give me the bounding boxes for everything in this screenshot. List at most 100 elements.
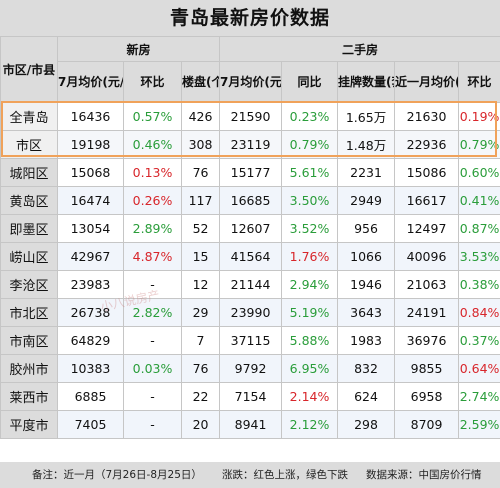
cell-sh-price: 16685 (219, 186, 283, 215)
cell-sh-listings: 956 (337, 214, 396, 243)
cell-sh-yoy: 3.50% (281, 186, 339, 215)
cell-sh-mom: 2.74% (458, 382, 500, 411)
cell-sh-listings: 1.65万 (337, 102, 396, 131)
cell-region-name: 李沧区 (0, 270, 58, 299)
cell-new-mom: 4.87% (123, 242, 182, 271)
cell-new-price: 15068 (57, 158, 124, 187)
cell-sh-listings: 1.48万 (337, 130, 396, 159)
cell-new-count: 117 (180, 186, 221, 215)
header-sh-mom: 环比 (458, 61, 500, 103)
table-row: 即墨区 13054 2.89% 52 12607 3.52% 956 12497 0.87% (0, 214, 500, 243)
table-row: 李沧区 23983-12 21144 2.94% 1946 21063 0.38% (0, 270, 500, 299)
cell-region-name: 崂山区 (0, 242, 58, 271)
cell-new-mom: - (123, 410, 182, 439)
price-table: 市区/市县 新房 二手房 7月均价(元/㎡) 环比 楼盘(个) 7月均价(元/㎡… (0, 36, 500, 439)
table-row: 市区 19198 0.46% 308 23119 0.79% 1.48万 22936 0.79% (0, 130, 500, 159)
cell-new-price: 10383 (57, 354, 124, 383)
table-row: 市北区 26738 2.82% 29 23990 5.19% 3643 24191 0.84% (0, 298, 500, 327)
cell-sh-listings: 3643 (337, 298, 396, 327)
cell-new-count: 20 (180, 410, 221, 439)
header-second-hand: 二手房 (219, 36, 500, 62)
cell-sh-listings: 624 (337, 382, 396, 411)
cell-region-name: 黄岛区 (0, 186, 58, 215)
cell-sh-yoy: 5.61% (281, 158, 339, 187)
cell-sh-listings: 298 (337, 410, 396, 439)
cell-new-count: 29 (180, 298, 221, 327)
cell-sh-yoy: 5.19% (281, 298, 339, 327)
cell-sh-price: 23119 (219, 130, 283, 159)
header-new-house: 新房 (56, 36, 221, 62)
header-sh-yoy: 同比 (281, 61, 339, 103)
cell-sh-recent: 16617 (394, 186, 460, 215)
cell-new-price: 16474 (57, 186, 124, 215)
cell-sh-price: 23990 (219, 298, 283, 327)
cell-sh-listings: 1983 (337, 326, 396, 355)
cell-new-mom: - (123, 382, 182, 411)
cell-sh-mom: 0.87% (458, 214, 500, 243)
cell-region-name: 城阳区 (0, 158, 58, 187)
cell-new-price: 26738 (57, 298, 124, 327)
cell-sh-yoy: 0.79% (281, 130, 339, 159)
cell-new-price: 6885 (57, 382, 124, 411)
cell-new-mom: - (123, 326, 182, 355)
cell-sh-listings: 1066 (337, 242, 396, 271)
table-row: 城阳区 15068 0.13% 76 15177 5.61% 2231 15086 0.60% (0, 158, 500, 187)
table-row: 全青岛 16436 0.57% 426 21590 0.23% 1.65万 21630 0.19… (0, 102, 500, 131)
cell-sh-recent: 21063 (394, 270, 460, 299)
cell-sh-price: 41564 (219, 242, 283, 271)
cell-sh-recent: 40096 (394, 242, 460, 271)
header-sh-price: 7月均价(元/㎡) (219, 61, 283, 103)
cell-sh-mom: 0.60% (458, 158, 500, 187)
header-sh-listings: 挂牌数量(套) (337, 61, 396, 103)
cell-sh-yoy: 2.94% (281, 270, 339, 299)
cell-new-mom: 0.13% (123, 158, 182, 187)
header-row-groups: 市区/市县 新房 二手房 (0, 36, 500, 103)
header-new-mom: 环比 (123, 61, 182, 103)
cell-new-mom: 2.89% (123, 214, 182, 243)
cell-new-count: 12 (180, 270, 221, 299)
cell-sh-yoy: 6.95% (281, 354, 339, 383)
table-row: 莱西市 6885-22 7154 2.14% 624 6958 2.74% (0, 382, 500, 411)
cell-region-name: 胶州市 (0, 354, 58, 383)
cell-new-count: 76 (180, 158, 221, 187)
cell-sh-recent: 8709 (394, 410, 460, 439)
cell-sh-recent: 15086 (394, 158, 460, 187)
cell-region-name: 莱西市 (0, 382, 58, 411)
header-sh-recent: 近一月均价(元/㎡) (394, 61, 460, 103)
footer-source: 数据来源：中国房价行情 (366, 469, 482, 481)
cell-region-name: 市区 (0, 130, 58, 159)
cell-new-count: 7 (180, 326, 221, 355)
cell-new-mom: 0.46% (123, 130, 182, 159)
cell-new-count: 15 (180, 242, 221, 271)
header-row-columns: 7月均价(元/㎡) 环比 楼盘(个) 7月均价(元/㎡) 同比 挂牌数量(套) … (1, 61, 500, 103)
cell-sh-mom: 2.59% (458, 410, 500, 439)
table-row: 崂山区 42967 4.87% 15 41564 1.76% 1066 40096 3.53% (0, 242, 500, 271)
cell-sh-recent: 21630 (394, 102, 460, 131)
cell-sh-price: 7154 (219, 382, 283, 411)
cell-sh-mom: 3.53% (458, 242, 500, 271)
cell-sh-yoy: 0.23% (281, 102, 339, 131)
cell-new-count: 76 (180, 354, 221, 383)
cell-sh-mom: 0.64% (458, 354, 500, 383)
cell-new-count: 426 (180, 102, 221, 131)
cell-new-mom: 0.57% (123, 102, 182, 131)
cell-sh-mom: 0.84% (458, 298, 500, 327)
cell-new-mom: 0.03% (123, 354, 182, 383)
cell-new-mom: 0.26% (123, 186, 182, 215)
table-row: 平度市 7405-20 8941 2.12% 298 8709 2.59% (0, 410, 500, 439)
table-row: 市南区 64829-7 37115 5.88% 1983 36976 0.37% (0, 326, 500, 355)
cell-sh-yoy: 2.14% (281, 382, 339, 411)
cell-new-price: 23983 (57, 270, 124, 299)
cell-region-name: 市北区 (0, 298, 58, 327)
cell-sh-yoy: 3.52% (281, 214, 339, 243)
cell-sh-listings: 1946 (337, 270, 396, 299)
cell-new-price: 19198 (57, 130, 124, 159)
cell-sh-yoy: 5.88% (281, 326, 339, 355)
page-title: 青岛最新房价数据 (0, 0, 500, 36)
cell-sh-price: 8941 (219, 410, 283, 439)
cell-sh-mom: 0.37% (458, 326, 500, 355)
cell-region-name: 即墨区 (0, 214, 58, 243)
header-new-price: 7月均价(元/㎡) (57, 61, 124, 103)
cell-sh-recent: 12497 (394, 214, 460, 243)
cell-new-count: 308 (180, 130, 221, 159)
